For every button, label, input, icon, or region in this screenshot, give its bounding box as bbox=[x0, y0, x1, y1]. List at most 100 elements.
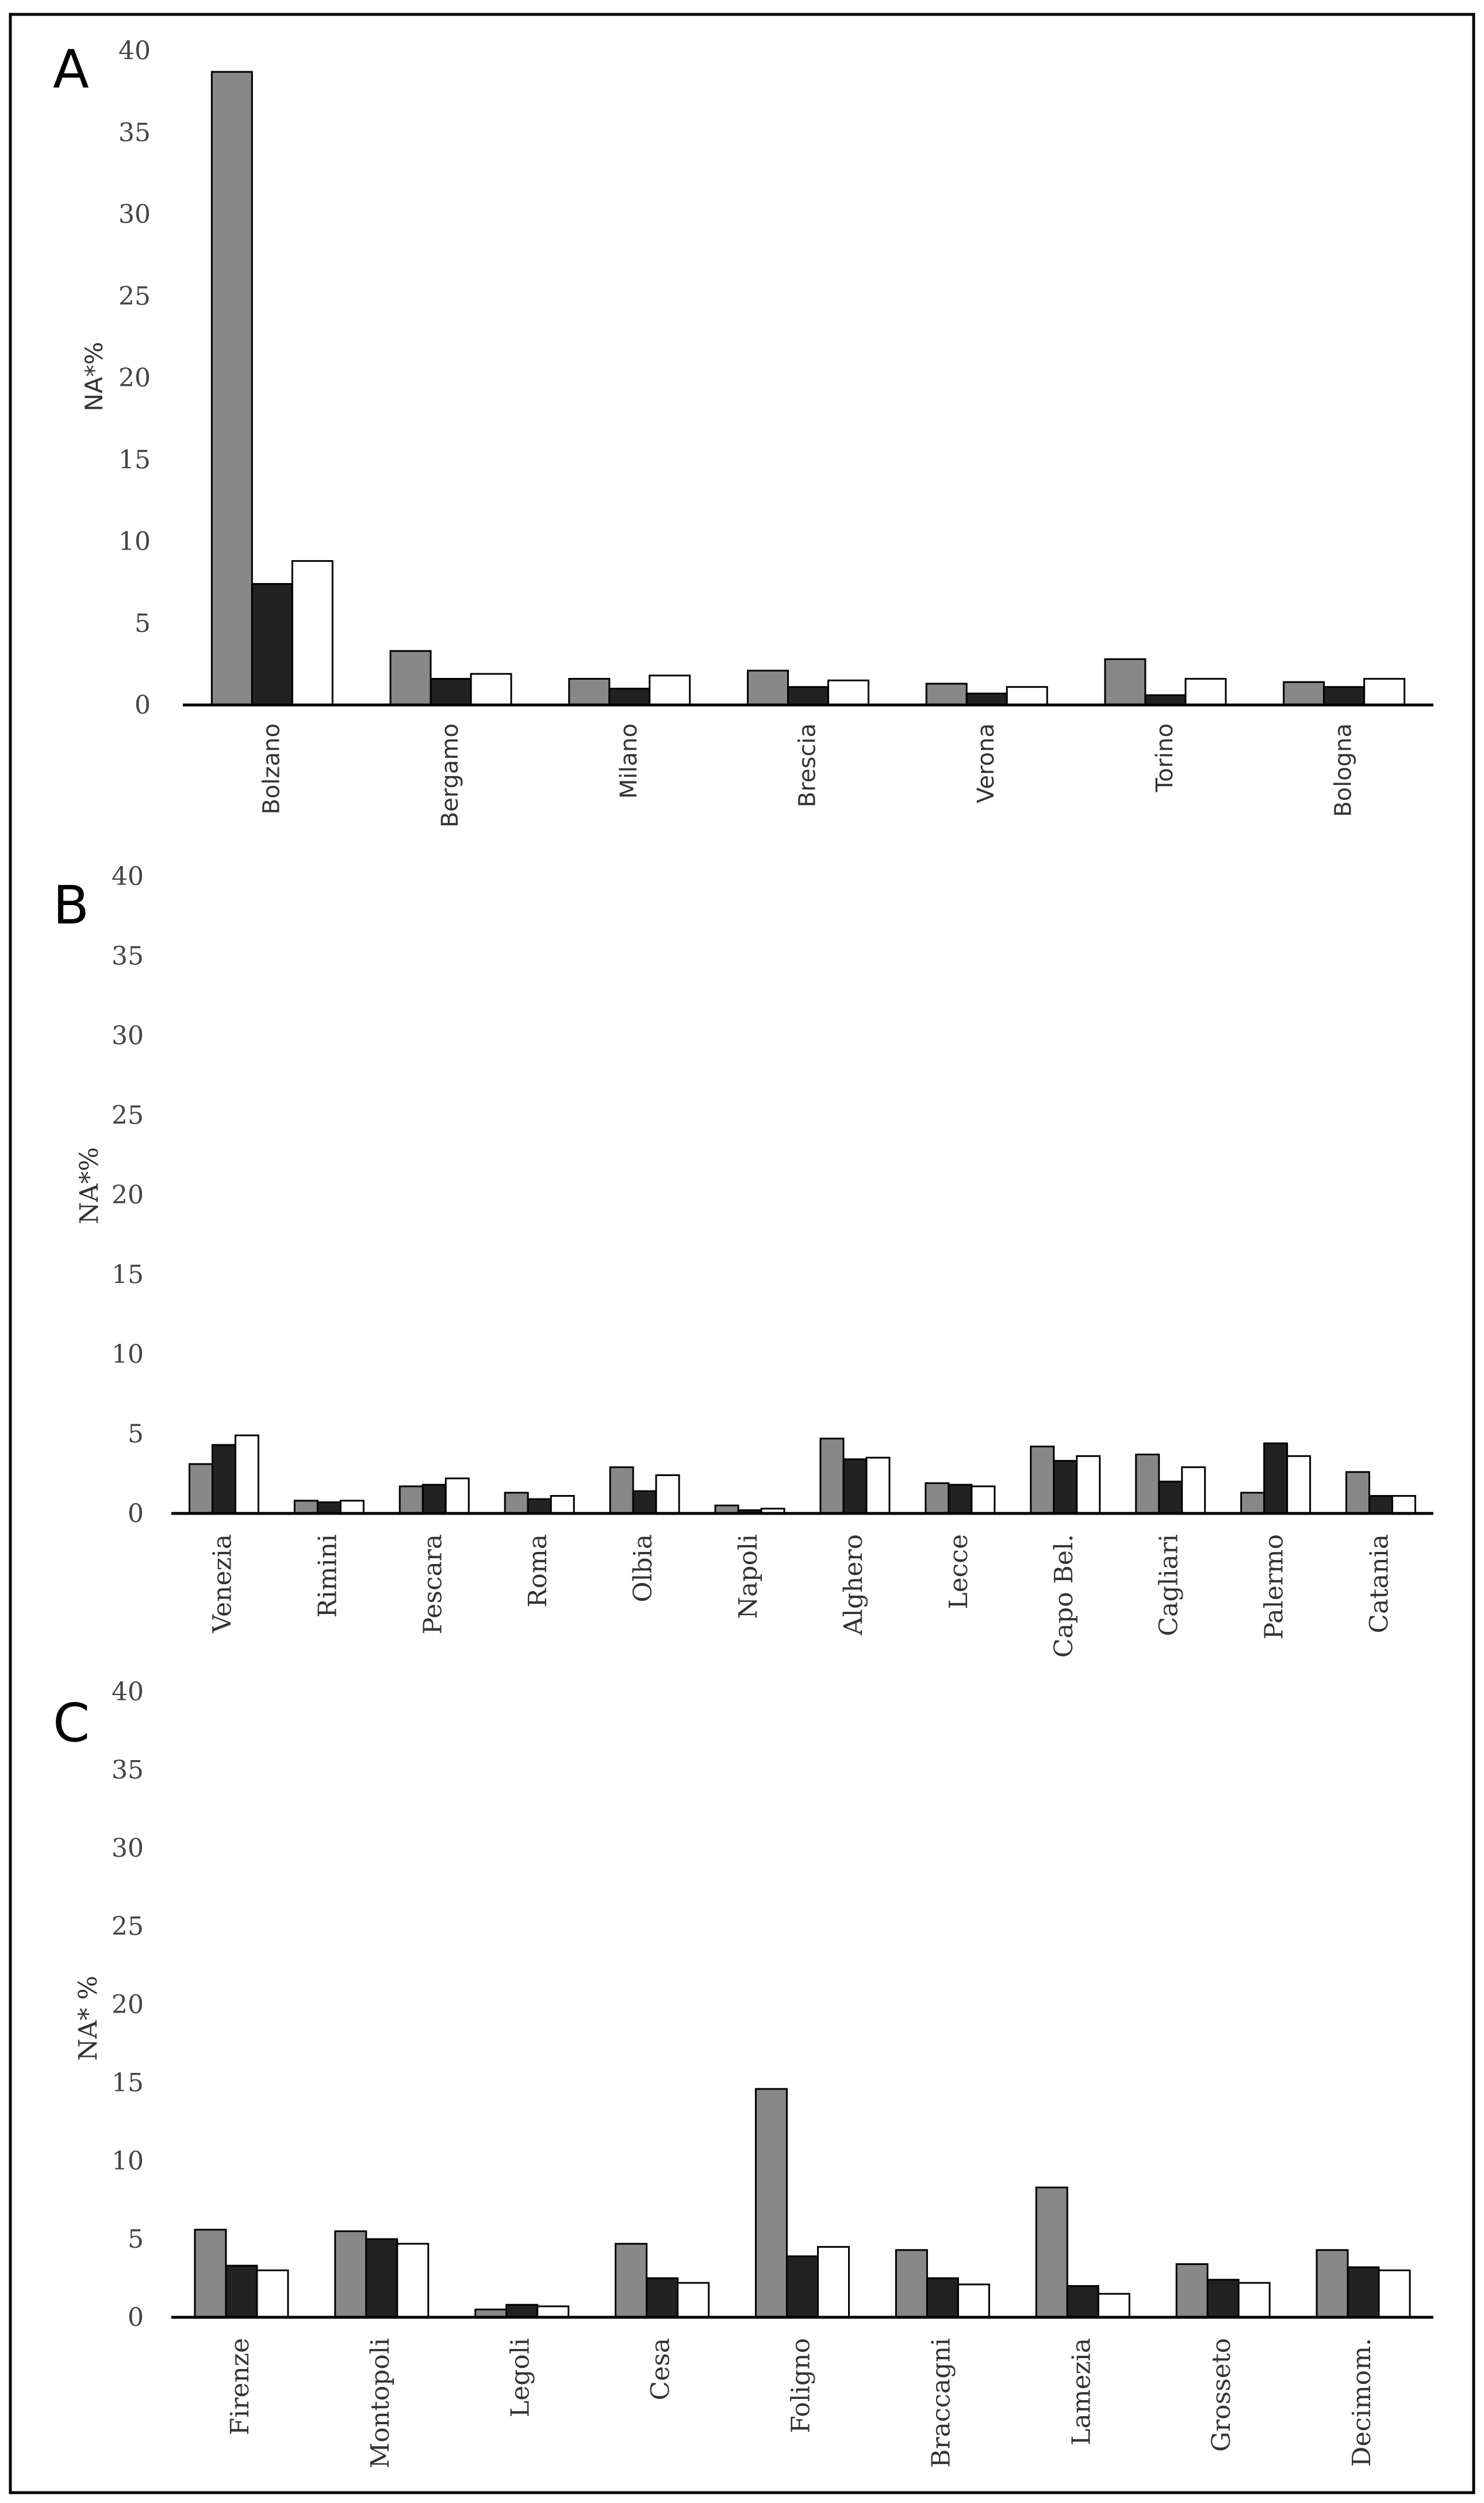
figure-border bbox=[9, 13, 1475, 2494]
panel-b-bar-cagliari-series-2 bbox=[1158, 1481, 1183, 1515]
panel-c-bar-cesa-series-1 bbox=[615, 2243, 648, 2318]
panel-a-y-tick-15: 15 bbox=[118, 445, 151, 474]
panel-b-bar-palermo-series-1 bbox=[1240, 1492, 1266, 1515]
panel-a-bar-verona-series-2 bbox=[965, 692, 1008, 706]
panel-a-bar-torino-series-3 bbox=[1184, 677, 1227, 706]
panel-b-category-label: Rimini bbox=[313, 1534, 342, 1617]
panel-c-y-tick-35: 35 bbox=[112, 1755, 144, 1785]
panel-b-category-label: Lecce bbox=[944, 1534, 973, 1609]
panel-b-bar-olbia-series-1 bbox=[609, 1466, 634, 1515]
panel-c-bar-braccagni-series-2 bbox=[926, 2277, 959, 2318]
panel-a-bar-bolzano-series-2 bbox=[251, 582, 293, 706]
panel-c-category-label: Cesa bbox=[646, 2338, 676, 2401]
panel-c-y-tick-0: 0 bbox=[128, 2303, 144, 2332]
panel-c-bars bbox=[194, 2088, 1411, 2318]
panel-c-bar-foligno-series-2 bbox=[786, 2255, 819, 2318]
panel-a-bar-bologna-series-2 bbox=[1323, 686, 1366, 706]
panel-a-category-label: Brescia bbox=[795, 723, 821, 807]
panel-a-bar-brescia-series-1 bbox=[747, 669, 789, 706]
panel-b-bar-alghero-series-3 bbox=[865, 1456, 891, 1515]
panel-b-y-tick-0: 0 bbox=[128, 1499, 144, 1528]
panel-b-y-tick-15: 15 bbox=[112, 1260, 144, 1290]
panel-b-y-tick-35: 35 bbox=[112, 942, 144, 971]
panel-b-bar-cagliari-series-3 bbox=[1181, 1466, 1206, 1515]
panel-a-category-label: Torino bbox=[1152, 723, 1178, 793]
panel-b-category-labels: Venezia Rimini Pescara Roma Olbia Napoli Alghe… bbox=[208, 1534, 1394, 1658]
panel-a-category-label: Milano bbox=[616, 723, 642, 799]
panel-a-bar-torino-series-2 bbox=[1144, 694, 1187, 706]
panel-a-category-label: Verona bbox=[973, 723, 999, 803]
panel-c-category-label: Firenze bbox=[225, 2338, 255, 2435]
panel-c-bar-foligno-series-1 bbox=[755, 2088, 788, 2318]
panel-b-bar-catania-series-1 bbox=[1345, 1471, 1371, 1515]
panel-b-bar-capo-bel--series-2 bbox=[1053, 1460, 1078, 1515]
panel-a-y-tick-35: 35 bbox=[118, 118, 151, 147]
panel-c-bar-foligno-series-3 bbox=[817, 2246, 850, 2318]
panel-c-bar-montopoli-series-2 bbox=[365, 2238, 398, 2318]
panel-b-bars bbox=[188, 1434, 1417, 1515]
panel-a-letter: A bbox=[53, 39, 89, 100]
panel-a-bar-milano-series-1 bbox=[568, 677, 611, 706]
panel-a-bar-brescia-series-2 bbox=[787, 686, 829, 706]
panel-b-letter: B bbox=[53, 875, 89, 936]
panel-c-bar-decimom--series-1 bbox=[1316, 2249, 1349, 2318]
panel-b-bar-palermo-series-2 bbox=[1263, 1442, 1289, 1515]
panel-b-y-tick-5: 5 bbox=[128, 1420, 144, 1449]
panel-b-y-tick-labels: 0 5 10 15 20 25 30 35 40 bbox=[112, 862, 144, 1528]
panel-c-bar-firenze-series-2 bbox=[225, 2264, 258, 2318]
panel-a-bar-milano-series-2 bbox=[608, 688, 651, 706]
panel-b-category-label: Pescara bbox=[418, 1534, 447, 1634]
panel-b-bar-capo-bel--series-3 bbox=[1076, 1455, 1101, 1515]
chart-panel-b: B NA*% 0 5 10 15 20 25 30 35 40 Venezia Rimini Pes… bbox=[53, 862, 1433, 1658]
panel-c-bar-legoli-series-2 bbox=[505, 2303, 539, 2318]
panel-a-bars bbox=[210, 71, 1406, 706]
panel-b-bar-catania-series-2 bbox=[1368, 1495, 1394, 1515]
panel-b-bar-cagliari-series-1 bbox=[1135, 1454, 1160, 1515]
panel-b-bar-pescara-series-1 bbox=[398, 1485, 424, 1515]
panel-b-bar-roma-series-2 bbox=[527, 1498, 552, 1515]
panel-b-category-label: Olbia bbox=[628, 1534, 658, 1603]
panel-c-bar-braccagni-series-1 bbox=[895, 2249, 928, 2318]
panel-c-bar-lamezia-series-2 bbox=[1066, 2285, 1099, 2318]
panel-c-category-label: Lamezia bbox=[1067, 2338, 1096, 2445]
panel-c-bar-cesa-series-3 bbox=[677, 2282, 710, 2318]
panel-b-bar-pescara-series-3 bbox=[444, 1477, 470, 1515]
panel-c-bar-decimom--series-2 bbox=[1347, 2266, 1380, 2318]
panel-b-bar-rimini-series-1 bbox=[293, 1500, 319, 1515]
panel-c-bar-braccagni-series-3 bbox=[957, 2283, 990, 2318]
panel-a-bar-verona-series-1 bbox=[925, 683, 968, 706]
panel-b-bar-venezia-series-3 bbox=[234, 1434, 259, 1515]
panel-b-bar-palermo-series-3 bbox=[1286, 1455, 1312, 1515]
panel-a-y-tick-40: 40 bbox=[118, 36, 151, 66]
panel-a-y-tick-0: 0 bbox=[135, 691, 151, 720]
panel-a-y-tick-labels: 0 5 10 15 20 25 30 35 40 bbox=[118, 36, 151, 720]
panel-a-bar-brescia-series-3 bbox=[827, 679, 869, 706]
panel-c-category-labels: Firenze Montopoli Legoli Cesa Foligno Braccag… bbox=[225, 2338, 1376, 2468]
panel-b-y-tick-20: 20 bbox=[112, 1180, 144, 1210]
panel-a-category-label: Bologna bbox=[1330, 723, 1357, 817]
panel-c-bar-firenze-series-3 bbox=[256, 2269, 289, 2318]
panel-c-category-label: Grosseto bbox=[1207, 2338, 1236, 2452]
panel-b-category-label: Capo Bel. bbox=[1049, 1534, 1079, 1658]
panel-b-bar-catania-series-3 bbox=[1391, 1495, 1417, 1515]
panel-c-bar-montopoli-series-1 bbox=[334, 2230, 367, 2318]
panel-a-bar-bologna-series-1 bbox=[1283, 681, 1325, 706]
panel-c-category-label: Braccagni bbox=[926, 2338, 956, 2468]
panel-a-bar-bergamo-series-1 bbox=[389, 650, 432, 706]
panel-b-bar-alghero-series-1 bbox=[819, 1438, 845, 1515]
panel-a-y-tick-30: 30 bbox=[118, 200, 151, 229]
panel-a-bar-bolzano-series-1 bbox=[210, 71, 253, 706]
chart-panel-c: C NA* % 0 5 10 15 20 25 30 35 40 Firenze Montopol… bbox=[53, 1677, 1433, 2468]
panel-b-category-label: Catania bbox=[1365, 1534, 1394, 1633]
panel-b-bar-alghero-series-2 bbox=[842, 1458, 868, 1515]
panel-c-bar-montopoli-series-3 bbox=[396, 2243, 430, 2318]
panel-c-bar-cesa-series-2 bbox=[646, 2277, 679, 2318]
panel-c-y-tick-40: 40 bbox=[112, 1677, 144, 1707]
panel-b-y-tick-10: 10 bbox=[112, 1340, 144, 1369]
panel-b-bar-venezia-series-1 bbox=[188, 1463, 213, 1515]
panel-b-y-axis-label: NA*% bbox=[75, 1147, 104, 1224]
panel-b-y-tick-25: 25 bbox=[112, 1101, 144, 1130]
panel-a-bar-milano-series-3 bbox=[649, 674, 691, 706]
panel-b-category-label: Venezia bbox=[208, 1534, 237, 1634]
